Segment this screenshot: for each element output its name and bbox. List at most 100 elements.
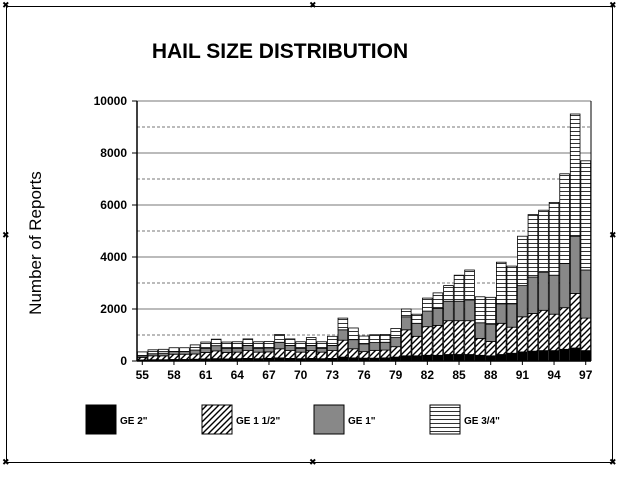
bar-segment-73-series-2: [327, 344, 338, 351]
bar-segment-87-series-1: [474, 337, 486, 356]
bar-segment-58-series-3: [168, 347, 180, 353]
bar-segment-95-series-1: [559, 307, 570, 350]
resize-handle-bottom-right-icon[interactable]: ✖: [609, 458, 617, 468]
bar-segment-97-series-0: [580, 350, 591, 362]
bar-segment-86-series-2: [464, 299, 475, 322]
bar-segment-63-series-2: [221, 348, 233, 353]
bar-segment-89-series-1: [495, 322, 507, 355]
x-tick-label: 76: [357, 368, 371, 382]
y-axis-label: Number of Reports: [26, 171, 45, 315]
bar-segment-66-series-3: [253, 341, 264, 349]
x-tick-label: 97: [579, 368, 593, 382]
resize-handle-middle-left-icon[interactable]: ✖: [2, 231, 10, 241]
bar-segment-75-series-1: [348, 348, 359, 359]
x-tick-label: 91: [516, 368, 530, 382]
legend-item-3: GE 3/4": [429, 404, 500, 435]
legend-label: GE 1 1/2": [236, 416, 280, 427]
chart-title: HAIL SIZE DISTRIBUTION: [152, 40, 408, 63]
resize-handle-top-left-icon[interactable]: ✖: [2, 1, 10, 11]
bar-segment-95-series-3: [559, 173, 570, 264]
bar-segment-55-series-3: [137, 351, 148, 357]
x-tick-label: 61: [199, 368, 213, 382]
resize-handle-top-middle-icon[interactable]: ✖: [309, 1, 317, 11]
bar-segment-80-series-0: [400, 355, 412, 362]
resize-handle-middle-right-icon[interactable]: ✖: [609, 231, 617, 241]
resize-handle-bottom-middle-icon[interactable]: ✖: [309, 458, 317, 468]
bar-segment-88-series-3: [485, 296, 496, 325]
bar-segment-87-series-2: [474, 322, 486, 339]
y-tick-label: 2000: [100, 302, 127, 316]
bar-segment-89-series-0: [495, 354, 507, 362]
bar-segment-82-series-1: [422, 326, 433, 356]
bar-segment-94-series-2: [548, 274, 560, 315]
bar-segment-97-series-3: [580, 160, 591, 271]
bar-segment-67-series-3: [263, 341, 275, 349]
bar-segment-84-series-3: [443, 285, 454, 302]
resize-handle-bottom-left-icon[interactable]: ✖: [2, 458, 10, 468]
bar-segment-80-series-1: [400, 329, 412, 357]
bar-segment-71-series-3: [305, 337, 317, 346]
y-tick-label: 10000: [94, 94, 128, 108]
bar-segment-82-series-0: [422, 354, 433, 362]
bar-segment-70-series-2: [295, 347, 306, 353]
x-tick-label: 58: [167, 368, 181, 382]
bar-segment-94-series-1: [548, 313, 560, 352]
bar-segment-89-series-3: [495, 261, 507, 305]
bar-segment-97-series-1: [580, 317, 591, 352]
bar-segment-93-series-2: [538, 272, 549, 311]
bar-segment-79-series-1: [390, 346, 401, 358]
resize-handle-top-right-icon[interactable]: ✖: [609, 1, 617, 11]
bar-segment-60-series-1: [189, 353, 201, 360]
bar-segment-95-series-0: [559, 348, 570, 362]
bar-segment-77-series-1: [369, 349, 380, 359]
bar-segment-61-series-3: [200, 341, 211, 349]
bar-segment-81-series-3: [411, 313, 423, 324]
bar-segment-73-series-3: [327, 335, 338, 346]
bar-segment-85-series-2: [453, 300, 465, 322]
bar-segment-69-series-3: [284, 338, 296, 346]
bar-segment-76-series-2: [358, 343, 370, 353]
bar-segment-67-series-2: [263, 347, 275, 353]
bar-segment-85-series-1: [453, 320, 465, 355]
bar-segment-88-series-0: [485, 355, 496, 362]
bar-segment-62-series-3: [210, 338, 222, 347]
bar-segment-96-series-0: [569, 347, 581, 362]
bar-segment-71-series-1: [305, 350, 317, 359]
bar-segment-57-series-3: [158, 348, 169, 354]
bar-segment-63-series-3: [221, 341, 233, 349]
bar-segment-85-series-0: [453, 354, 465, 362]
bar-segment-88-series-1: [485, 341, 496, 357]
bar-segment-94-series-0: [548, 350, 560, 362]
bar-segment-96-series-2: [569, 235, 581, 294]
bar-segment-79-series-3: [390, 328, 401, 339]
y-tick-label: 6000: [100, 198, 127, 212]
bar-segment-93-series-1: [538, 309, 549, 351]
bar-segment-90-series-2: [506, 303, 518, 328]
bar-segment-78-series-1: [379, 349, 391, 359]
bar-segment-82-series-3: [422, 297, 433, 312]
bar-segment-67-series-1: [263, 351, 275, 359]
bar-segment-61-series-1: [200, 352, 211, 360]
legend-item-1: GE 1 1/2": [201, 404, 280, 435]
bar-segment-92-series-1: [527, 313, 539, 352]
bar-segment-68-series-3: [274, 334, 285, 343]
bar-segment-65-series-2: [242, 344, 254, 351]
bar-segment-75-series-3: [348, 327, 359, 341]
bar-segment-64-series-1: [232, 351, 243, 360]
bar-segment-70-series-3: [295, 341, 306, 349]
bar-segment-66-series-2: [253, 347, 264, 353]
x-tick-label: 82: [421, 368, 435, 382]
bar-segment-69-series-2: [284, 344, 296, 351]
bar-segment-84-series-2: [443, 300, 454, 322]
legend-swatch: [429, 404, 461, 435]
bar-segment-80-series-3: [400, 308, 412, 318]
bar-segment-80-series-2: [400, 316, 412, 331]
bar-segment-83-series-2: [432, 308, 444, 326]
bar-segment-56-series-3: [147, 349, 159, 355]
bar-segment-92-series-2: [527, 276, 539, 314]
legend-label: GE 2": [120, 416, 148, 427]
bar-segment-79-series-2: [390, 337, 401, 348]
bar-segment-93-series-3: [538, 209, 549, 273]
bar-segment-65-series-1: [242, 350, 254, 359]
bar-segment-94-series-3: [548, 201, 560, 276]
